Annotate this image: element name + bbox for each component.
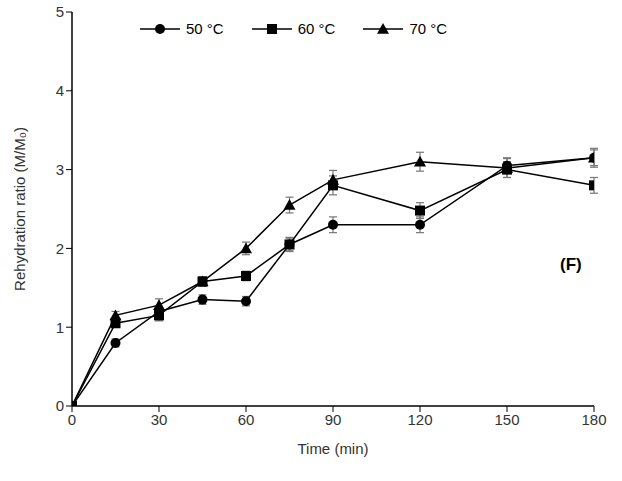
html-text:(F): (F) bbox=[560, 255, 582, 274]
html-text:70 °C: 70 °C bbox=[409, 20, 448, 37]
svg-text:0: 0 bbox=[56, 397, 64, 414]
svg-text:3: 3 bbox=[56, 161, 64, 178]
svg-text:30: 30 bbox=[151, 411, 168, 428]
html-text:50 °C: 50 °C bbox=[186, 20, 224, 37]
svg-text:90: 90 bbox=[325, 411, 342, 428]
html-text:60 °C: 60 °C bbox=[297, 20, 336, 37]
svg-text:4: 4 bbox=[56, 82, 64, 99]
svg-text:150: 150 bbox=[494, 411, 519, 428]
svg-text:2: 2 bbox=[56, 240, 64, 257]
svg-text:5: 5 bbox=[56, 3, 64, 20]
svg-text:60: 60 bbox=[238, 411, 255, 428]
svg-text:120: 120 bbox=[407, 411, 432, 428]
svg-text:1: 1 bbox=[56, 319, 64, 336]
svg-text:180: 180 bbox=[581, 411, 606, 428]
svg-text:Rehydration ratio (M/M₀): Rehydration ratio (M/M₀) bbox=[11, 127, 28, 291]
svg-text:Time (min): Time (min) bbox=[297, 440, 368, 457]
svg-text:0: 0 bbox=[68, 411, 76, 428]
